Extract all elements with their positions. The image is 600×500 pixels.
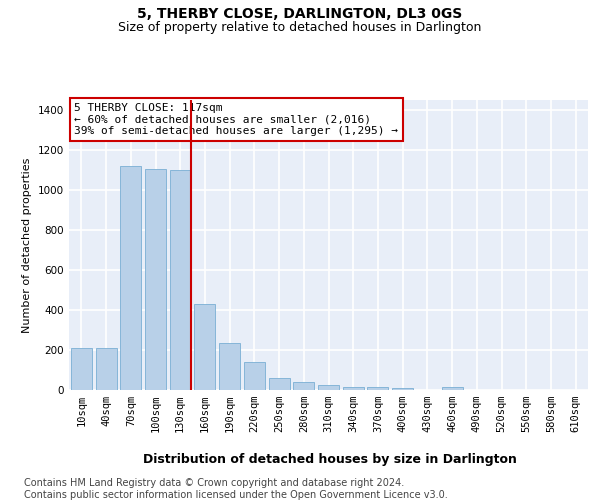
Bar	[219, 343, 240, 390]
Text: Distribution of detached houses by size in Darlington: Distribution of detached houses by size …	[143, 452, 517, 466]
Bar	[343, 387, 364, 390]
Bar	[145, 169, 166, 390]
Bar	[442, 387, 463, 390]
Y-axis label: Number of detached properties: Number of detached properties	[22, 158, 32, 332]
Text: Contains HM Land Registry data © Crown copyright and database right 2024.: Contains HM Land Registry data © Crown c…	[24, 478, 404, 488]
Bar	[269, 378, 290, 390]
Bar	[244, 362, 265, 390]
Bar	[120, 166, 141, 390]
Bar	[367, 387, 388, 390]
Text: 5, THERBY CLOSE, DARLINGTON, DL3 0GS: 5, THERBY CLOSE, DARLINGTON, DL3 0GS	[137, 8, 463, 22]
Bar	[71, 348, 92, 390]
Text: Contains public sector information licensed under the Open Government Licence v3: Contains public sector information licen…	[24, 490, 448, 500]
Text: Size of property relative to detached houses in Darlington: Size of property relative to detached ho…	[118, 21, 482, 34]
Bar	[318, 385, 339, 390]
Text: 5 THERBY CLOSE: 117sqm
← 60% of detached houses are smaller (2,016)
39% of semi-: 5 THERBY CLOSE: 117sqm ← 60% of detached…	[74, 103, 398, 136]
Bar	[392, 388, 413, 390]
Bar	[170, 170, 191, 390]
Bar	[194, 304, 215, 390]
Bar	[95, 348, 116, 390]
Bar	[293, 382, 314, 390]
